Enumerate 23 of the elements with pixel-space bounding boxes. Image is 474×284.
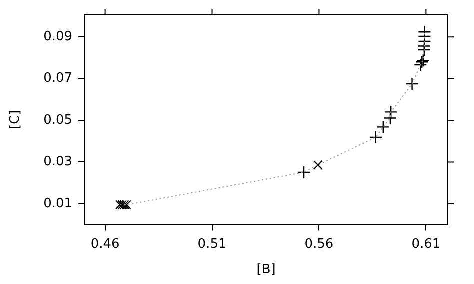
point	[122, 200, 132, 210]
y-tick-label: 0.01	[44, 196, 73, 212]
point	[384, 106, 398, 119]
y-axis-title: [C]	[8, 110, 24, 130]
point	[414, 58, 428, 72]
y-tick-label: 0.07	[44, 71, 73, 86]
point	[313, 160, 323, 170]
x-tick-label: 0.51	[198, 236, 227, 252]
y-tick-label: 0.09	[44, 29, 73, 44]
line-series	[120, 32, 426, 206]
point	[418, 26, 432, 39]
point	[369, 130, 383, 144]
y-tick-label: 0.03	[44, 154, 73, 170]
y-tick-label: 0.05	[44, 112, 73, 128]
point	[297, 166, 311, 180]
x-tick-label: 0.56	[304, 236, 334, 252]
x-tick-label: 0.46	[90, 236, 120, 252]
point	[384, 112, 398, 125]
point	[376, 120, 390, 134]
x-axis-title: [B]	[256, 262, 276, 278]
x-tick-label: 0.61	[412, 236, 441, 252]
point	[115, 200, 126, 210]
point	[406, 77, 419, 91]
